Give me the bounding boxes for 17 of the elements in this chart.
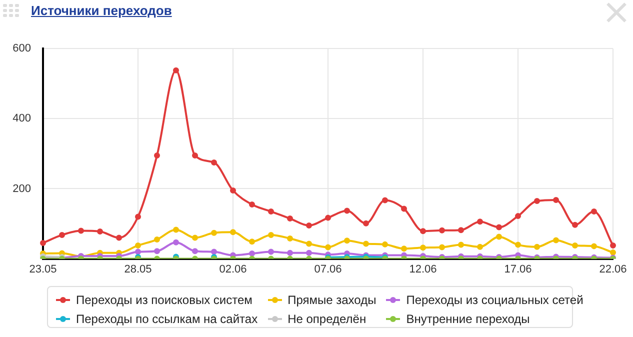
legend-label: Переходы из социальных сетей [406, 292, 584, 306]
x-tick-label: 02.06 [219, 263, 247, 276]
y-tick-label: 200 [12, 182, 31, 195]
legend-label: Прямые заходы [288, 292, 376, 306]
x-tick-label: 23.05 [29, 263, 57, 276]
y-tick-label: 600 [12, 42, 31, 55]
x-tick-label: 17.06 [504, 263, 532, 276]
legend-label: Внутренние переходы [406, 312, 530, 326]
chart-title: Источники переходов [31, 3, 172, 18]
x-tick-label: 22.06 [599, 263, 627, 276]
y-tick-label: 400 [12, 112, 31, 125]
x-tick-label: 12.06 [409, 263, 437, 276]
legend-label: Переходы из поисковых систем [76, 292, 252, 306]
legend-label: Не определён [288, 312, 366, 326]
x-tick-label: 28.05 [124, 263, 152, 276]
x-tick-label: 07.06 [314, 263, 342, 276]
legend-label: Переходы по ссылкам на сайтах [76, 312, 258, 326]
